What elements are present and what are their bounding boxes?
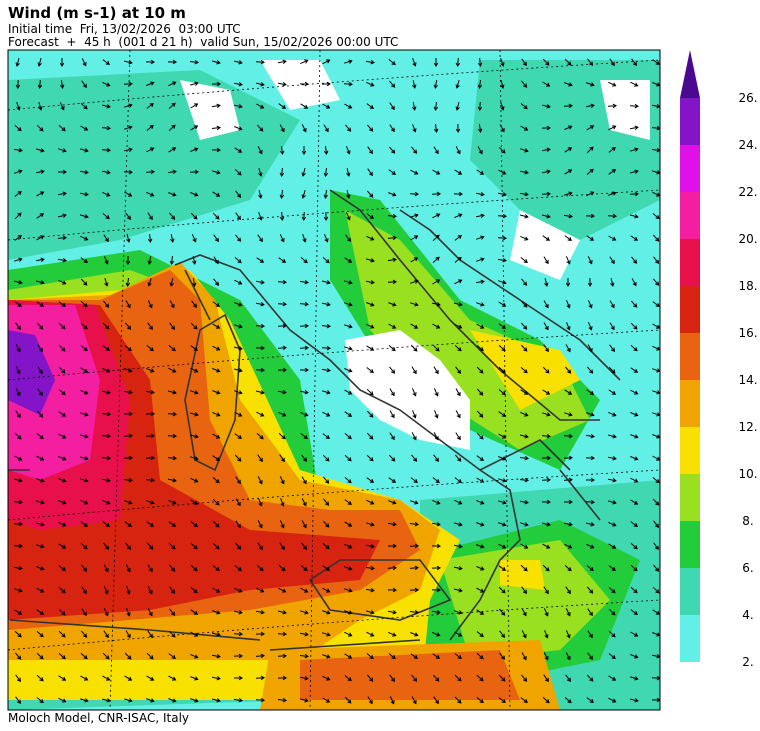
colorbar-label: 2. <box>742 655 753 669</box>
colorbar-label: 4. <box>742 608 753 622</box>
map <box>8 50 660 710</box>
title: Wind (m s-1) at 10 m <box>8 4 186 22</box>
colorbar: 2. 4. 6. 8. 10. 12. 14. 16. 18. 20. 22. 24. 26. <box>680 50 758 669</box>
colorbar-label: 18. <box>738 279 757 293</box>
colorbar-label: 10. <box>738 467 757 481</box>
color-segment <box>680 98 700 145</box>
colorbar-label: 20. <box>738 232 757 246</box>
color-segment <box>680 521 700 568</box>
color-segment <box>680 192 700 239</box>
colorbar-label: 26. <box>738 91 757 105</box>
color-segment <box>680 568 700 615</box>
color-segment <box>680 615 700 662</box>
color-segment <box>680 286 700 333</box>
colorbar-label: 14. <box>738 373 757 387</box>
colorbar-label: 22. <box>738 185 757 199</box>
colorbar-label: 8. <box>742 514 753 528</box>
color-segment <box>680 474 700 521</box>
color-segment <box>680 380 700 427</box>
colorbar-label: 6. <box>742 561 753 575</box>
color-segment <box>680 239 700 286</box>
forecast-time: Forecast + 45 h (001 d 21 h) valid Sun, … <box>8 35 398 49</box>
coastline <box>8 189 621 651</box>
map-frame <box>7 49 661 711</box>
colorbar-label: 16. <box>738 326 757 340</box>
footer: Moloch Model, CNR-ISAC, Italy <box>8 711 189 725</box>
colorbar-extension <box>680 50 700 98</box>
initial-time: Initial time Fri, 13/02/2026 03:00 UTC <box>8 22 241 36</box>
colorbar-label: 12. <box>738 420 757 434</box>
color-segment <box>680 427 700 474</box>
color-segment <box>680 145 700 192</box>
color-segment <box>680 333 700 380</box>
wind-arrows <box>13 57 660 705</box>
graticule <box>8 50 660 710</box>
colorbar-label: 24. <box>738 138 757 152</box>
